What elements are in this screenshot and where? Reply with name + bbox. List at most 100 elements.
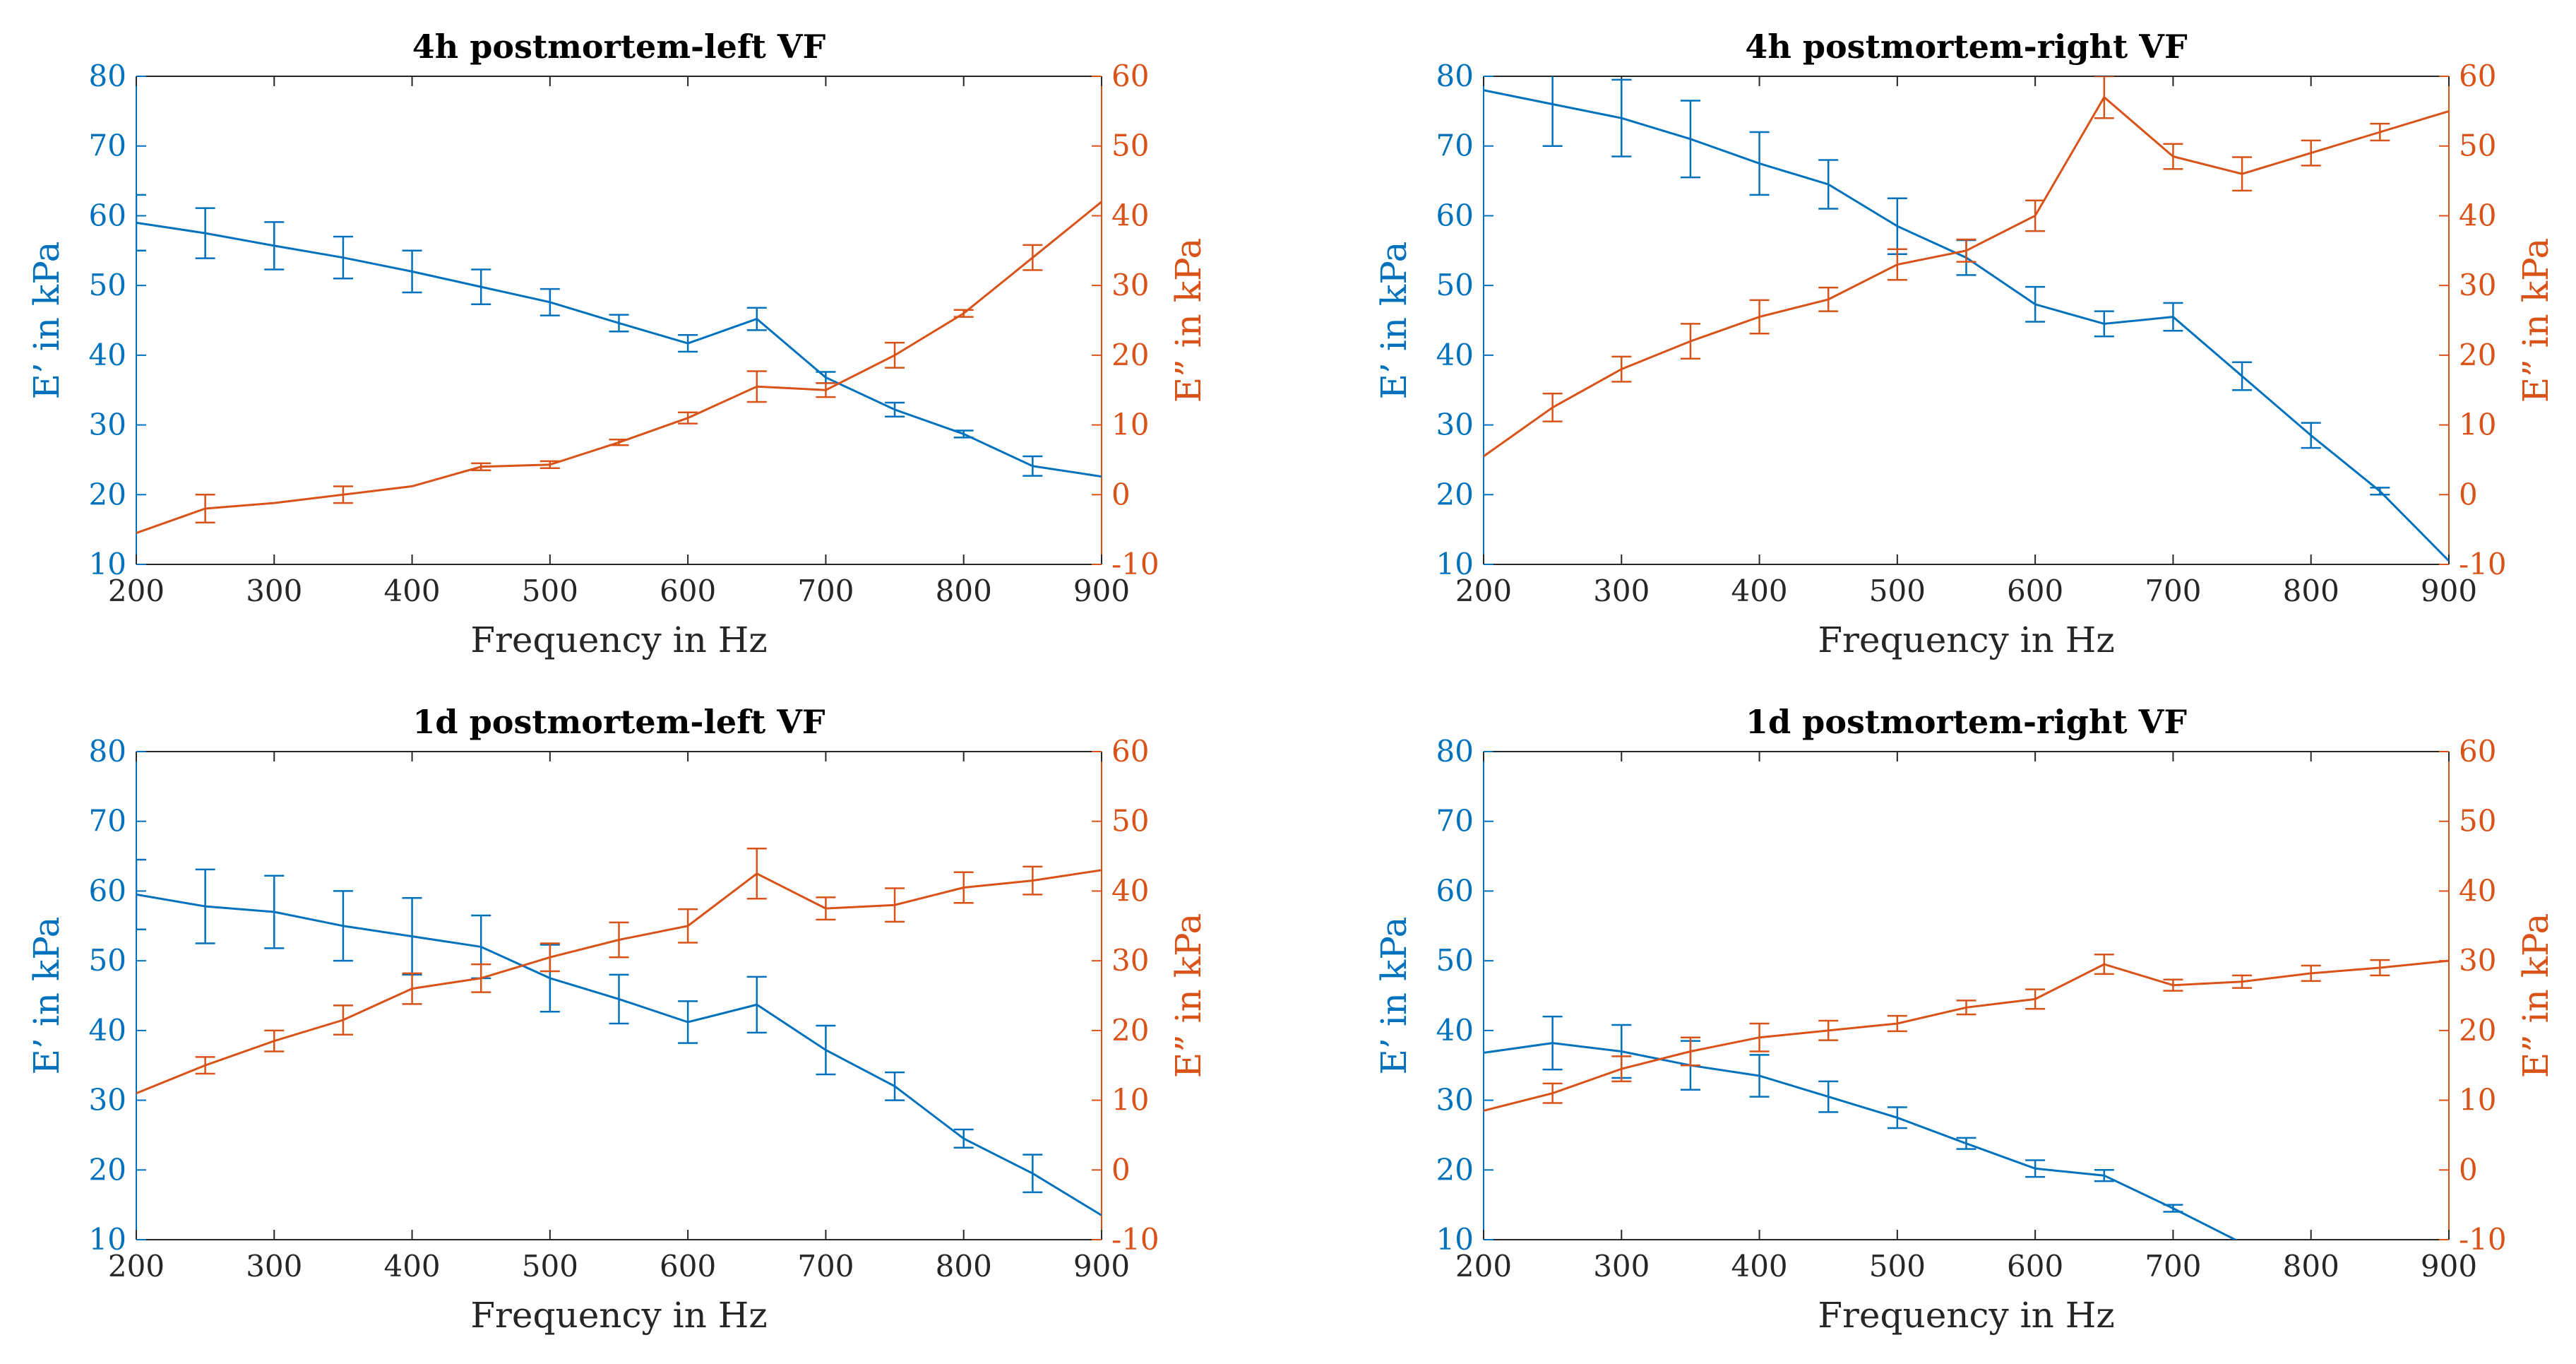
error-bar (1022, 1154, 1043, 1194)
error-bar (2025, 988, 2046, 1010)
x-axis-label: Frequency in Hz (470, 1295, 767, 1336)
error-bar (539, 460, 560, 470)
error-bar (539, 942, 560, 973)
y-right-tick-label: -10 (1111, 547, 1159, 581)
y-right-tick-label: 60 (1111, 59, 1149, 93)
y-axis-left-label: E’ in kPa (1373, 242, 1414, 400)
error-bar (816, 896, 836, 921)
error-bar (885, 887, 905, 923)
x-axis-label: Frequency in Hz (1818, 619, 2114, 660)
x-tick-label: 500 (1869, 574, 1926, 608)
y-left-tick-label: 40 (1436, 338, 1474, 372)
error-bar (2163, 143, 2183, 170)
error-bar (1887, 1106, 1907, 1129)
error-bar (333, 890, 353, 962)
error-bar (746, 307, 767, 331)
error-bar (2370, 959, 2390, 977)
x-tick-label: 600 (660, 1249, 716, 1283)
error-bar (678, 908, 698, 944)
y-left-tick-label: 70 (89, 804, 126, 838)
y-left-tick-label: 30 (89, 408, 126, 442)
y-left-tick-label: 60 (89, 873, 126, 908)
y-left-tick-label: 20 (1436, 477, 1474, 511)
error-bar (402, 972, 422, 1005)
y-left-tick-label: 30 (1436, 1083, 1474, 1117)
error-bar (678, 333, 698, 353)
error-bar (2025, 285, 2046, 323)
error-bar (1611, 1055, 1632, 1083)
error-bar (1887, 1014, 1907, 1033)
error-bar (471, 268, 491, 306)
y-right-tick-label: 40 (1111, 873, 1149, 908)
error-bar (195, 494, 215, 524)
y-left-tick-label: 50 (89, 943, 126, 978)
error-bar (1680, 100, 1700, 179)
plot-area (1484, 76, 2449, 564)
x-tick-label: 500 (1869, 1249, 1926, 1283)
y-axis-left-label: E’ in kPa (26, 917, 67, 1075)
error-bar (2025, 1159, 2046, 1178)
error-bar (1818, 159, 1839, 210)
error-bar (2370, 487, 2390, 496)
x-tick-label: 300 (1593, 1249, 1650, 1283)
error-bar (264, 221, 285, 271)
x-tick-label: 800 (2283, 1249, 2339, 1283)
y-right-tick-label: -10 (2459, 547, 2507, 581)
y-right-tick-label: 50 (2459, 804, 2496, 838)
y-left-tick-label: 20 (89, 1152, 126, 1187)
y-right-tick-label: 20 (2459, 1013, 2496, 1048)
error-bar (402, 249, 422, 294)
y-left-tick-label: 40 (89, 338, 126, 372)
y-right-tick-label: 0 (2459, 477, 2478, 511)
chart-panel-4: 200 300 400 500 600 700 800 9001020304050607080… (1373, 703, 2556, 1336)
error-bar (333, 235, 353, 280)
y-right-tick-label: 60 (1111, 734, 1149, 769)
x-axis-label: Frequency in Hz (1818, 1295, 2114, 1336)
y-left-tick-label: 60 (1436, 198, 1474, 232)
error-bar (2232, 361, 2253, 391)
error-bar (609, 921, 629, 959)
y-right-tick-label: 10 (2459, 1083, 2496, 1117)
error-bar (1956, 1000, 1976, 1016)
x-tick-label: 500 (522, 574, 578, 608)
y-right-tick-label: 60 (2459, 734, 2496, 769)
error-bar (885, 401, 905, 417)
error-bar (1887, 248, 1907, 281)
y-right-tick-label: 10 (1111, 408, 1149, 442)
error-bar (195, 1056, 215, 1075)
error-bar (2301, 139, 2321, 167)
y-right-tick-label: 10 (1111, 1083, 1149, 1117)
x-tick-label: 900 (1073, 1249, 1130, 1283)
y-right-tick-label: 20 (1111, 1013, 1149, 1048)
x-tick-label: 600 (2007, 1249, 2063, 1283)
y-left-tick-label: 80 (89, 59, 126, 93)
error-bar (609, 439, 629, 446)
error-bar (953, 309, 974, 318)
error-bar (953, 871, 974, 904)
error-bar (953, 1128, 974, 1149)
error-bar (471, 963, 491, 993)
plot-series-group (1484, 954, 2449, 1240)
x-tick-label: 700 (797, 574, 854, 608)
error-bar (2232, 156, 2253, 192)
x-tick-label: 200 (108, 574, 165, 608)
y-left-tick-label: 30 (1436, 408, 1474, 442)
error-bar (1542, 392, 1563, 422)
error-bar (885, 1071, 905, 1101)
chart-title: 1d postmortem-right VF (1746, 703, 2187, 741)
error-bar (1542, 1082, 1563, 1104)
y-left-tick-label: 30 (89, 1083, 126, 1117)
error-bar (1749, 299, 1770, 335)
y-right-tick-label: 20 (2459, 338, 2496, 372)
x-tick-label: 400 (383, 1249, 440, 1283)
y-right-tick-label: 20 (1111, 338, 1149, 372)
error-bar (2370, 122, 2390, 142)
y-left-tick-label: 70 (89, 129, 126, 163)
x-tick-label: 800 (936, 1249, 992, 1283)
y-right-tick-label: -10 (2459, 1222, 2507, 1257)
y-right-tick-label: 30 (2459, 943, 2496, 978)
x-tick-label: 200 (1455, 574, 1512, 608)
x-tick-label: 900 (2421, 574, 2477, 608)
error-bar (2163, 302, 2183, 332)
error-bar (1542, 76, 1563, 147)
